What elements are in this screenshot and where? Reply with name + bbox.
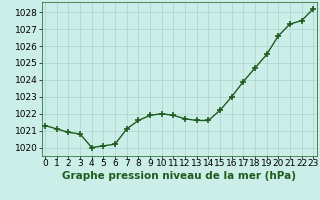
X-axis label: Graphe pression niveau de la mer (hPa): Graphe pression niveau de la mer (hPa) bbox=[62, 171, 296, 181]
